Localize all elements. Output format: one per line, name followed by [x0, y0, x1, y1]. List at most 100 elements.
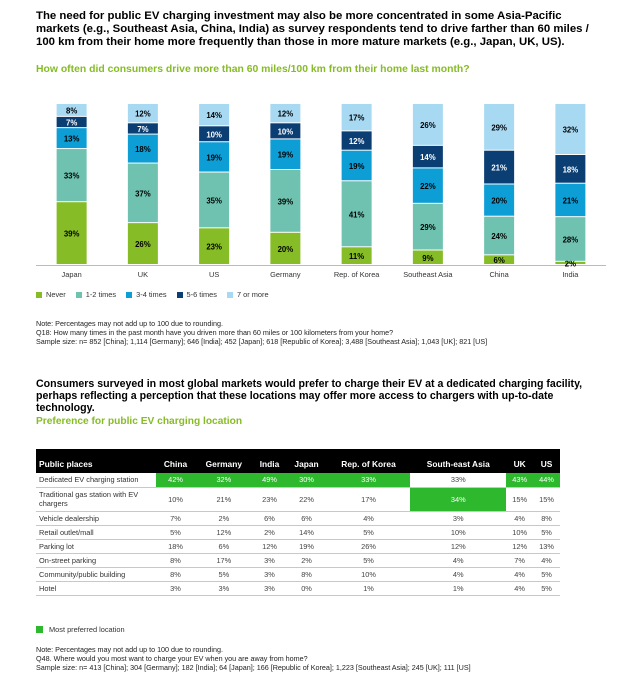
table-cell: 3% — [252, 567, 287, 582]
headline: The need for public EV charging investme… — [36, 10, 589, 48]
bar-segment — [412, 145, 443, 168]
bar-segment — [412, 203, 443, 250]
bar-value-label: 18% — [563, 165, 579, 174]
bar-segment — [127, 163, 158, 223]
table-cell: 30% — [286, 473, 327, 488]
category-label: Germany — [270, 270, 301, 279]
bar-value-label: 8% — [66, 106, 77, 115]
bar-segment — [484, 184, 515, 216]
table-cell: 12% — [252, 539, 287, 554]
table-row: On-street parking 8% 17% 3% 2% 5% 4% 7% 4% — [36, 553, 560, 568]
bar-value-label: 14% — [206, 111, 222, 120]
table-header-row: Public places China Germany India Japan Rep. … — [36, 449, 560, 473]
table-cell: 2% — [252, 525, 287, 540]
bar-value-label: 2% — [565, 259, 576, 268]
table-row: Retail outlet/mall 5% 12% 2% 14% 5% 10% 10% 5% — [36, 525, 560, 540]
bar-segment — [484, 150, 515, 184]
table-cell: 6% — [252, 511, 287, 526]
table-legend-label: Most preferred location — [49, 625, 125, 634]
table-row: Traditional gas station with EV chargers… — [36, 487, 560, 512]
category-label: UK — [138, 270, 148, 279]
bar-segment — [555, 217, 586, 261]
bar-value-label: 23% — [206, 243, 222, 252]
bar-segment — [199, 228, 230, 264]
table-note-question: Q48. Where would you most want to charge… — [36, 654, 308, 664]
bar-segment — [412, 250, 443, 264]
table-cell: 5% — [326, 553, 411, 568]
bar-segment — [56, 149, 87, 202]
table-cell: 44% — [533, 473, 560, 488]
bar-value-label: 41% — [349, 210, 365, 219]
bar-segment — [199, 142, 230, 172]
table-cell: 42% — [156, 473, 195, 488]
table-cell: 10% — [410, 525, 507, 540]
bar-segment — [341, 131, 372, 150]
bar-value-label: 29% — [420, 223, 436, 232]
table-row: Dedicated EV charging station 42% 32% 49% 30… — [36, 473, 560, 488]
table-cell: 4% — [506, 581, 534, 596]
table-cell: 10% — [326, 567, 411, 582]
bar-value-label: 33% — [64, 172, 80, 181]
table-cell: 32% — [195, 473, 253, 488]
table-cell: 17% — [326, 487, 411, 512]
table-note-rounding: Note: Percentages may not add up to 100 … — [36, 645, 224, 654]
table-cell: 49% — [252, 473, 287, 488]
bar-value-label: 21% — [563, 196, 579, 205]
legend-item: 3-4 times — [126, 290, 167, 299]
bar-value-label: 10% — [206, 130, 222, 139]
table-cell: 0% — [286, 581, 327, 596]
table-cell: 3% — [252, 553, 287, 568]
table-cell: 6% — [195, 539, 253, 554]
bar-value-label: 39% — [278, 197, 294, 206]
legend-item: 5-6 times — [176, 290, 217, 299]
category-label: Japan — [62, 270, 82, 279]
bar-value-label: 14% — [420, 153, 436, 162]
table-cell: 4% — [506, 567, 534, 582]
category-label: Southeast Asia — [403, 270, 453, 279]
table-cell: 5% — [156, 525, 195, 540]
bar-value-label: 12% — [349, 137, 365, 146]
table-cell: 33% — [410, 473, 507, 488]
bar-segment — [341, 150, 372, 181]
table-cell: 10% — [506, 525, 534, 540]
table-cell: 12% — [410, 539, 507, 554]
bar-value-label: 12% — [278, 110, 294, 119]
bar-value-label: 19% — [278, 151, 294, 160]
table-cell: 12% — [195, 525, 253, 540]
legend-label: 5-6 times — [186, 290, 217, 299]
bar-segment — [199, 104, 230, 126]
table-cell: 6% — [286, 511, 327, 526]
legend-label: 7 or more — [236, 290, 269, 299]
row-label: Vehicle dealership — [36, 511, 156, 526]
bar-segment — [270, 139, 301, 170]
row-label: On-street parking — [36, 553, 156, 568]
table-cell: 15% — [506, 487, 534, 512]
table-cell: 23% — [252, 487, 287, 512]
table-header-cell: China — [156, 449, 195, 473]
table-header-cell: UK — [506, 449, 534, 473]
table-header-cell: US — [533, 449, 560, 473]
row-label: Parking lot — [36, 539, 156, 554]
bar-value-label: 11% — [349, 252, 364, 261]
legend-swatch — [36, 291, 42, 298]
legend-label: 3-4 times — [136, 290, 167, 299]
table-header-cell: Germany — [195, 449, 253, 473]
bar-value-label: 21% — [491, 164, 507, 173]
table-cell: 3% — [195, 581, 253, 596]
table-cell: 5% — [533, 567, 560, 582]
chart-subtitle: How often did consumers drive more than … — [36, 64, 470, 75]
table-row: Parking lot 18% 6% 12% 19% 26% 12% 12% 13% — [36, 539, 560, 554]
table-subtitle: Preference for public EV charging locati… — [36, 416, 243, 427]
bar-segment — [127, 123, 158, 134]
table-row: Hotel 3% 3% 3% 0% 1% 1% 4% 5% — [36, 581, 560, 596]
bar-segment — [270, 170, 301, 232]
table-header-cell: South-east Asia — [410, 449, 507, 473]
highlight-swatch — [36, 626, 43, 633]
bar-value-label: 20% — [278, 245, 294, 254]
bar-segment — [341, 104, 372, 131]
bar-value-label: 10% — [278, 127, 294, 136]
table-cell: 5% — [533, 525, 560, 540]
table-cell: 7% — [156, 511, 195, 526]
table-cell: 1% — [410, 581, 507, 596]
bar-segment — [555, 261, 586, 264]
